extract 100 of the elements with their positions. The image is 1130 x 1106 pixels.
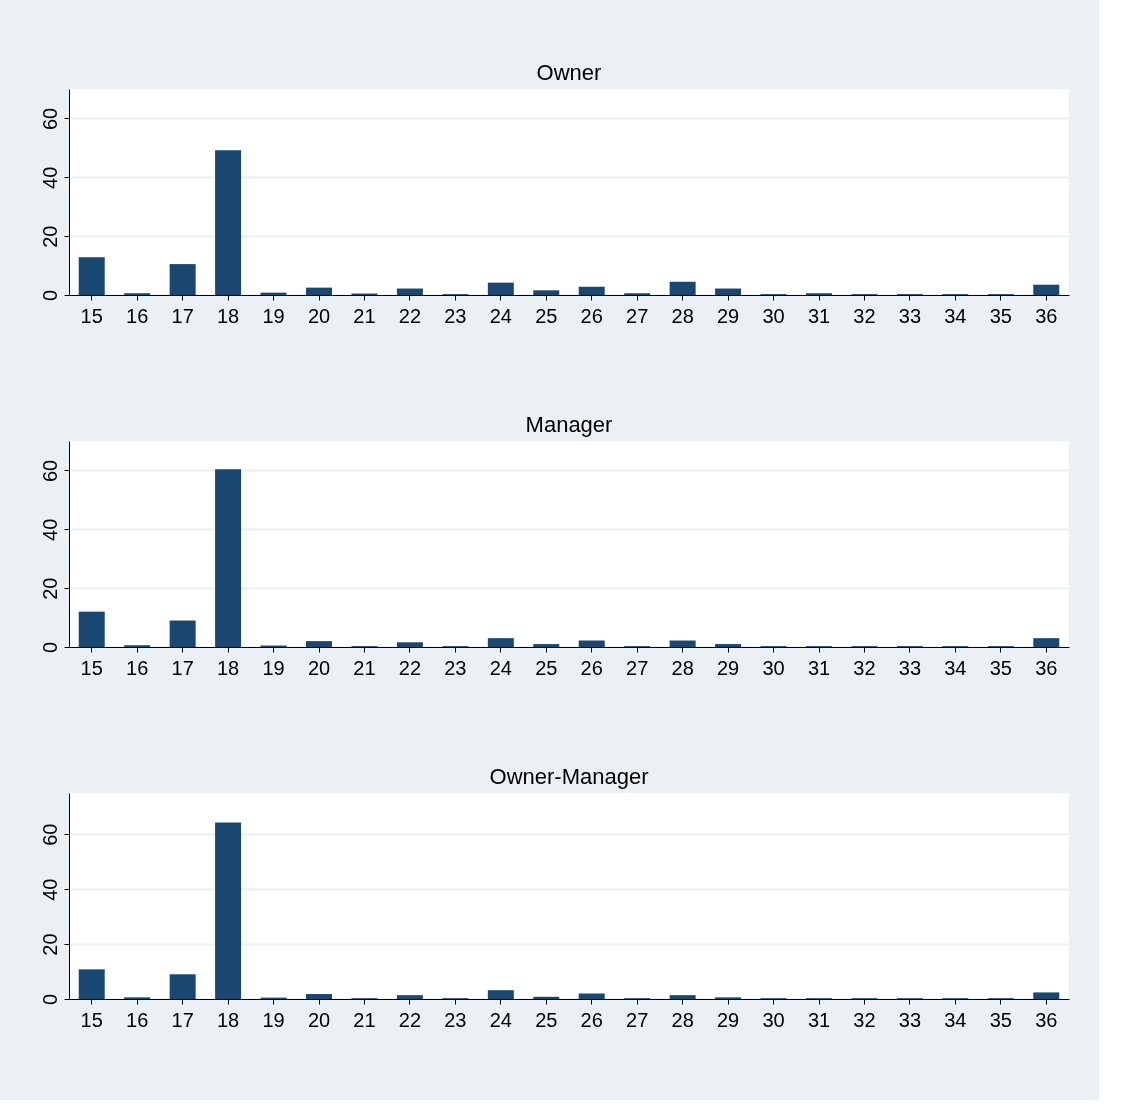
- bar: [715, 644, 742, 647]
- bar: [78, 257, 105, 295]
- bar: [487, 638, 514, 647]
- x-tick-label: 34: [944, 304, 967, 327]
- bar: [169, 264, 196, 295]
- bar: [78, 969, 105, 999]
- bar: [78, 611, 105, 647]
- x-tick-label: 33: [898, 656, 922, 679]
- x-tick-label: 36: [1035, 304, 1058, 327]
- bar: [396, 288, 423, 295]
- x-tick-label: 30: [762, 656, 785, 679]
- bar: [306, 994, 332, 999]
- bar: [1033, 284, 1060, 295]
- bar: [578, 286, 605, 295]
- x-tick-label: 36: [1035, 1008, 1058, 1031]
- x-tick-label: 30: [762, 1008, 785, 1031]
- x-tick-label: 36: [1035, 656, 1058, 679]
- x-tick-label: 30: [762, 304, 785, 327]
- x-tick-label: 24: [489, 656, 512, 679]
- x-tick-label: 25: [535, 656, 558, 679]
- x-tick-label: 22: [398, 1008, 422, 1031]
- x-tick-label: 24: [489, 304, 512, 327]
- x-tick-label: 25: [535, 1008, 558, 1031]
- x-tick-label: 16: [126, 656, 149, 679]
- bar: [533, 644, 560, 647]
- x-tick-label: 17: [171, 304, 194, 327]
- x-tick-label: 26: [580, 656, 603, 679]
- x-tick-label: 28: [671, 304, 694, 327]
- chart-title: Owner: [536, 60, 602, 85]
- bar: [169, 974, 196, 999]
- bar: [1033, 638, 1060, 647]
- bar: [669, 995, 696, 999]
- bar: [396, 995, 423, 999]
- x-tick-label: 20: [307, 656, 331, 679]
- x-tick-label: 17: [171, 656, 194, 679]
- bar: [578, 993, 605, 999]
- y-tick-label: 60: [38, 107, 61, 131]
- x-tick-label: 26: [580, 1008, 603, 1031]
- y-tick-label: 20: [38, 225, 61, 248]
- x-tick-label: 27: [626, 1008, 649, 1031]
- x-tick-label: 20: [307, 304, 331, 327]
- bar: [306, 287, 332, 295]
- bar: [1033, 992, 1060, 999]
- bar: [396, 642, 423, 647]
- x-tick-label: 34: [944, 656, 967, 679]
- x-tick-label: 29: [716, 656, 740, 679]
- y-tick-label: 0: [38, 289, 61, 302]
- bar: [578, 640, 605, 647]
- x-tick-label: 15: [80, 304, 103, 327]
- bar: [215, 822, 242, 999]
- y-tick-label: 60: [38, 823, 61, 846]
- x-tick-label: 18: [216, 1008, 240, 1031]
- x-tick-label: 21: [353, 656, 376, 679]
- x-tick-label: 19: [262, 1008, 285, 1031]
- y-tick-label: 40: [38, 878, 61, 901]
- x-tick-label: 31: [807, 1008, 831, 1031]
- x-tick-label: 23: [444, 304, 467, 327]
- x-tick-label: 28: [671, 1008, 694, 1031]
- x-tick-label: 21: [353, 304, 376, 327]
- x-tick-label: 34: [944, 1008, 967, 1031]
- bar: [533, 996, 560, 999]
- y-tick-label: 40: [38, 166, 61, 189]
- bar: [215, 150, 242, 295]
- x-tick-label: 29: [716, 1008, 740, 1031]
- bar: [715, 288, 742, 295]
- x-tick-label: 20: [307, 1008, 331, 1031]
- chart-title: Owner-Manager: [489, 764, 649, 789]
- x-tick-label: 21: [353, 1008, 376, 1031]
- x-tick-label: 35: [989, 656, 1012, 679]
- x-tick-label: 32: [853, 304, 876, 327]
- x-tick-label: 18: [216, 304, 240, 327]
- bar: [669, 640, 696, 647]
- x-tick-label: 31: [807, 656, 831, 679]
- bar: [669, 281, 696, 295]
- chart-title: Manager: [525, 412, 613, 437]
- x-tick-label: 33: [898, 1008, 922, 1031]
- bar: [169, 620, 196, 647]
- bar: [306, 641, 332, 647]
- y-tick-label: 40: [38, 518, 61, 541]
- bar: [487, 282, 514, 295]
- bar: [487, 990, 514, 999]
- x-tick-label: 19: [262, 656, 285, 679]
- x-tick-label: 33: [898, 304, 922, 327]
- x-tick-label: 25: [535, 304, 558, 327]
- x-tick-label: 35: [989, 304, 1012, 327]
- x-tick-label: 22: [398, 304, 422, 327]
- x-tick-label: 16: [126, 1008, 149, 1031]
- bar: [215, 469, 242, 647]
- x-tick-label: 23: [444, 1008, 467, 1031]
- x-tick-label: 15: [80, 656, 103, 679]
- x-tick-label: 15: [80, 1008, 103, 1031]
- x-tick-label: 24: [489, 1008, 512, 1031]
- y-tick-label: 20: [38, 577, 61, 600]
- x-tick-label: 19: [262, 304, 285, 327]
- x-tick-label: 16: [126, 304, 149, 327]
- y-tick-label: 20: [38, 933, 61, 956]
- x-tick-label: 18: [216, 656, 240, 679]
- x-tick-label: 31: [807, 304, 831, 327]
- x-tick-label: 32: [853, 656, 876, 679]
- x-tick-label: 28: [671, 656, 694, 679]
